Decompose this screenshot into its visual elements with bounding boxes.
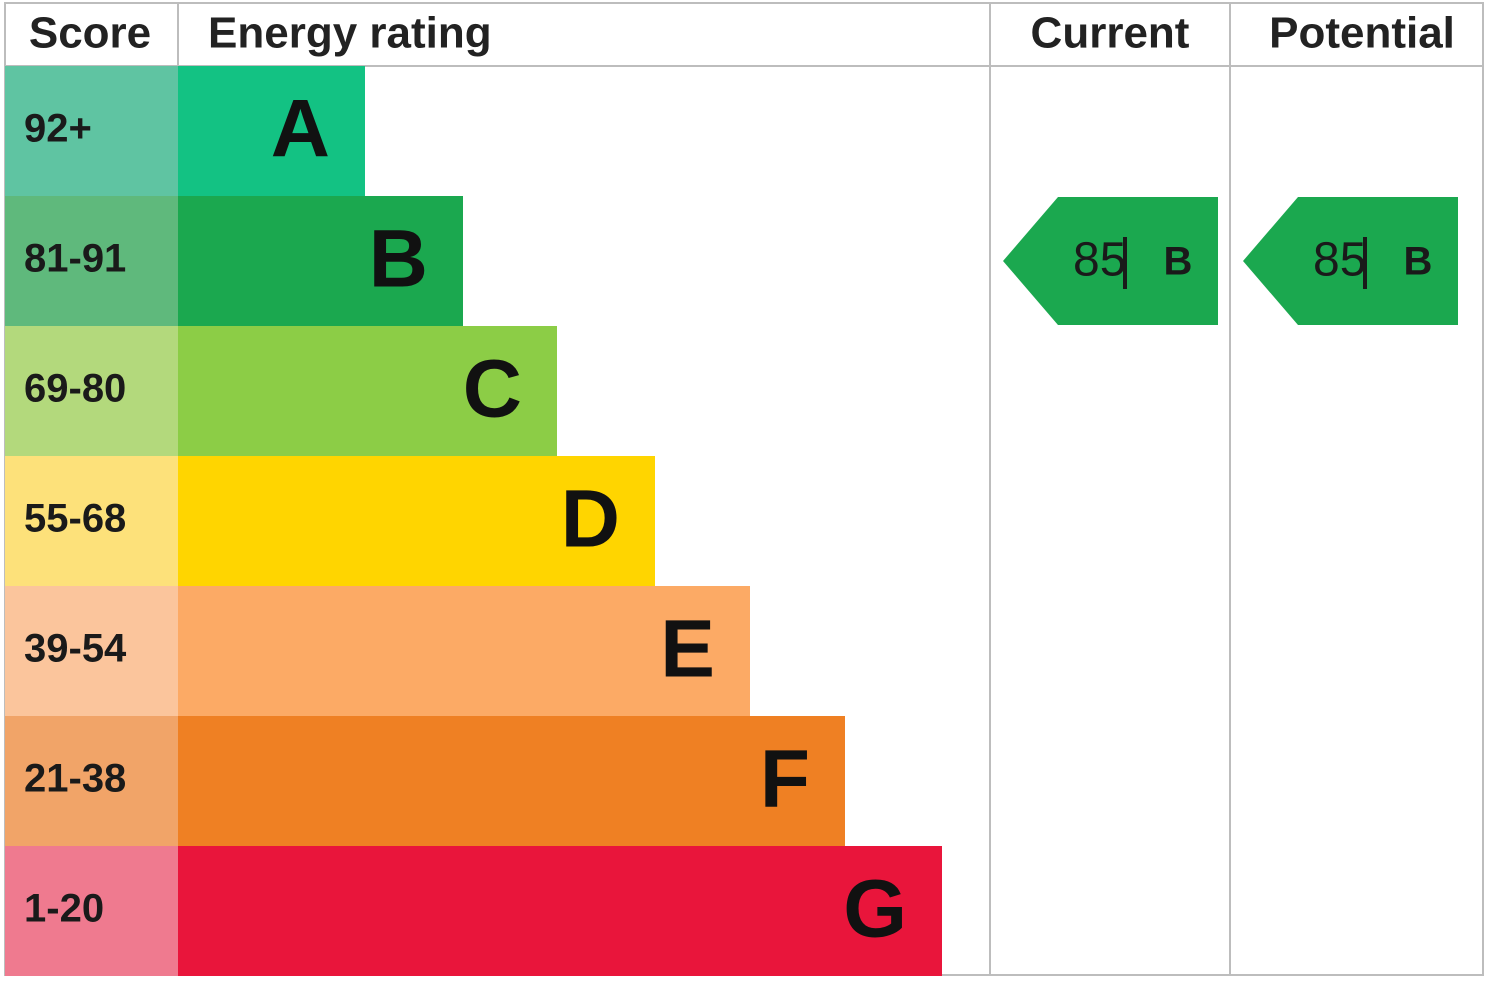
rating-letter: E [660, 604, 715, 695]
rating-letter: G [843, 864, 907, 955]
score-range: 55-68 [24, 497, 126, 541]
arrow-rating: B [1404, 240, 1433, 284]
rating-arrow [1243, 197, 1458, 325]
rating-bar [178, 456, 655, 586]
score-cell [5, 196, 178, 326]
rating-bar [178, 196, 463, 326]
score-range: 81-91 [24, 237, 126, 281]
header-score: Score [29, 9, 151, 58]
arrow-rating: B [1164, 240, 1193, 284]
header-potential: Potential [1269, 9, 1455, 58]
arrow-score: 85 [1073, 234, 1126, 287]
score-range: 69-80 [24, 367, 126, 411]
header-current: Current [1031, 9, 1190, 58]
rating-bar [178, 326, 557, 456]
score-cell [5, 326, 178, 456]
score-range: 39-54 [24, 627, 127, 671]
score-cell [5, 716, 178, 846]
rating-bar [178, 716, 845, 846]
arrow-score: 85 [1313, 234, 1366, 287]
score-range: 1-20 [24, 887, 104, 931]
score-cell [5, 586, 178, 716]
header-energy-rating: Energy rating [208, 9, 492, 58]
rating-bar [178, 846, 942, 976]
rating-arrow [1003, 197, 1218, 325]
rating-letter: F [760, 734, 810, 825]
score-range: 21-38 [24, 757, 126, 801]
score-cell [5, 846, 178, 976]
score-range: 92+ [24, 107, 92, 151]
rating-letter: D [561, 474, 620, 565]
score-cell [5, 66, 178, 196]
rating-bar [178, 66, 365, 196]
rating-letter: B [369, 214, 428, 305]
rating-letter: A [271, 84, 330, 175]
rating-bar [178, 586, 750, 716]
score-cell [5, 456, 178, 586]
rating-letter: C [463, 344, 522, 435]
